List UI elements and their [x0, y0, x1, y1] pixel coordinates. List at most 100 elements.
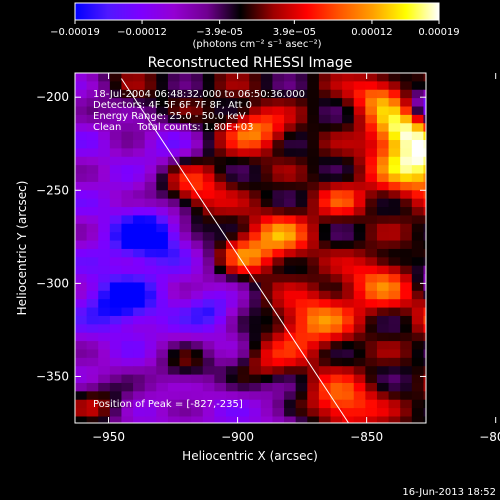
heat-cell [121, 190, 134, 200]
heat-cell [133, 207, 146, 217]
heat-cell [167, 165, 181, 175]
heat-cell [435, 174, 447, 183]
heat-cell [75, 81, 88, 91]
footer-date: 16-Jun-2013 18:52 [402, 487, 496, 498]
heat-cell [237, 382, 250, 392]
heat-cell [376, 240, 390, 250]
heat-cell [423, 240, 426, 250]
heat-cell [376, 341, 390, 351]
heat-cell [75, 257, 88, 267]
heat-cell [121, 114, 134, 124]
heat-cell [86, 106, 99, 116]
heat-cell [260, 248, 274, 258]
heat-cell [318, 374, 332, 384]
heat-cell [435, 123, 447, 132]
heat-cell [318, 408, 332, 418]
heat-cell [411, 240, 425, 250]
heat-cell [284, 198, 297, 208]
heat-cell [411, 198, 425, 208]
heat-cell [318, 148, 332, 158]
heat-cell [156, 98, 169, 108]
colorbar-ticks: −0.00019 −0.00012 −3.9e-05 3.9e−05 0.00012 0.… [50, 20, 460, 38]
heat-cell [179, 324, 192, 334]
heat-cell [365, 274, 378, 284]
heat-cell [86, 257, 99, 267]
heat-cell [144, 89, 157, 99]
heat-cell [365, 89, 378, 99]
heat-cell [179, 290, 192, 300]
heat-cell [98, 332, 111, 342]
heat-cell [388, 332, 401, 342]
heat-cell [423, 106, 426, 116]
heat-cell [388, 240, 401, 250]
heat-cell [423, 123, 426, 133]
heat-cell [98, 265, 111, 275]
heat-cell [191, 181, 204, 191]
heat-cell [191, 282, 204, 292]
heat-cell [202, 73, 215, 82]
heat-cell [98, 89, 111, 99]
heat-cell [376, 265, 390, 275]
heat-cell [435, 207, 447, 216]
heat-cell [249, 131, 262, 141]
heat-cell [342, 332, 355, 342]
heat-cell [156, 181, 169, 191]
heat-cell [376, 207, 390, 217]
heat-cell [202, 391, 215, 401]
heat-cell [260, 89, 274, 99]
heat-cell [353, 190, 366, 200]
heat-cell [121, 374, 134, 384]
heat-cell [353, 391, 366, 401]
heat-cell [261, 425, 273, 434]
heat-cell [109, 173, 123, 183]
heat-cell [75, 207, 88, 217]
heat-cell [144, 265, 157, 275]
heat-cell [330, 366, 343, 376]
heat-cell [167, 408, 181, 418]
heat-cell [86, 274, 99, 284]
heat-cell [388, 106, 401, 116]
heat-cell [249, 165, 262, 175]
heat-cell [214, 190, 227, 200]
heat-cell [191, 98, 204, 108]
heat-cell [353, 315, 366, 325]
heat-cell [411, 248, 425, 258]
heat-cell [179, 81, 192, 91]
heat-cell [75, 198, 88, 208]
heat-cell [318, 198, 332, 208]
heat-cell [307, 198, 320, 208]
heat-cell [179, 248, 192, 258]
heat-cell [400, 349, 413, 359]
heat-cell [156, 382, 169, 392]
heat-cell [330, 148, 343, 158]
heat-cell [156, 274, 169, 284]
heat-cell [179, 391, 192, 401]
heat-cell [295, 73, 308, 82]
heat-cell [133, 98, 146, 108]
heat-cell [167, 148, 181, 158]
heat-cell [295, 181, 308, 191]
heat-cell [179, 106, 192, 116]
heat-cell [411, 299, 425, 309]
heat-cell [121, 240, 134, 250]
heat-cell [156, 215, 169, 225]
heat-cell [272, 190, 285, 200]
heat-cell [342, 73, 355, 82]
heat-cell [237, 215, 250, 225]
heat-cell [249, 282, 262, 292]
heat-cell [435, 249, 447, 258]
heat-cell [318, 341, 332, 351]
heat-cell [167, 257, 181, 267]
heat-cell [75, 232, 88, 242]
heat-cell [423, 282, 426, 292]
heat-cell [353, 374, 366, 384]
heat-cell [423, 148, 426, 158]
heat-cell [98, 408, 111, 418]
colorbar [74, 2, 440, 21]
y-axis-label: Heliocentric Y (arcsec) [15, 181, 29, 316]
heat-cell [295, 190, 308, 200]
heat-cell [121, 248, 134, 258]
heat-cell [86, 215, 99, 225]
heat-cell [342, 123, 355, 133]
heat-cell [109, 315, 123, 325]
